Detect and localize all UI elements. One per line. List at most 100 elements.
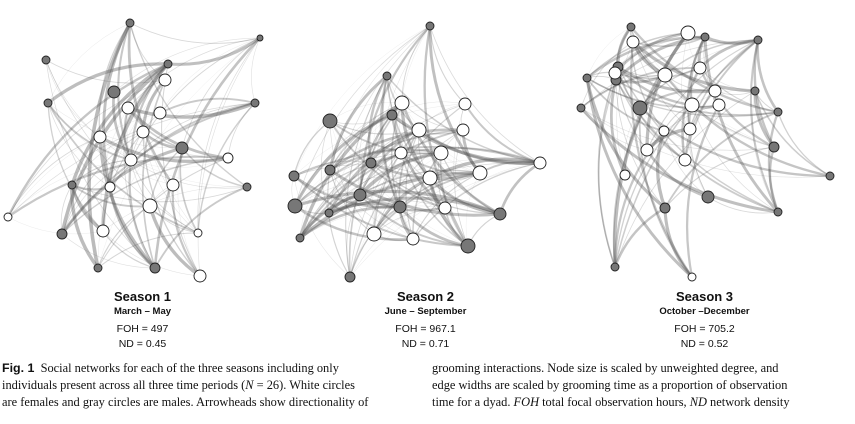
- network-edge: [177, 147, 201, 277]
- network-edge: [6, 62, 169, 218]
- female-node: [96, 224, 110, 238]
- network-edge: [613, 130, 665, 268]
- network-edge: [346, 194, 361, 278]
- network-edge: [399, 172, 481, 208]
- network-edge: [614, 35, 706, 82]
- network-edge: [580, 67, 701, 109]
- male-node: [322, 113, 338, 129]
- network-edge: [349, 129, 420, 278]
- network-edge: [181, 147, 248, 188]
- network-edge: [358, 25, 431, 196]
- network-edge: [630, 26, 779, 114]
- network-edge: [616, 41, 634, 176]
- network-edge: [299, 129, 464, 239]
- female-node: [658, 125, 670, 137]
- female-node: [153, 106, 167, 120]
- network-edge: [299, 129, 420, 239]
- network-edge: [113, 37, 261, 93]
- network-edge: [130, 37, 261, 161]
- network-edge: [681, 32, 709, 198]
- caption-line: total focal observation hours,: [539, 395, 690, 409]
- network-edge: [400, 152, 501, 215]
- network-edge: [329, 148, 442, 171]
- network-edge: [348, 102, 403, 278]
- network-edge: [639, 107, 779, 213]
- network-edge: [358, 129, 420, 196]
- network-edge: [391, 101, 466, 116]
- network-edge: [428, 177, 501, 216]
- network-edge: [294, 152, 442, 207]
- network-edge: [294, 129, 464, 207]
- network-edge: [97, 205, 151, 269]
- network-edge: [102, 159, 132, 232]
- network-edge: [349, 152, 442, 278]
- caption-line: Social networks for each of the three se…: [40, 361, 339, 375]
- network-edge: [580, 39, 759, 109]
- male-node: [163, 59, 173, 69]
- female-node: [626, 35, 640, 49]
- network-edge: [349, 172, 481, 278]
- network-edge: [663, 130, 709, 198]
- caption-line: grooming interactions. Node size is scal…: [432, 361, 779, 375]
- network-edge: [329, 102, 403, 171]
- season-2-months: June – September: [384, 306, 467, 317]
- network-edge: [689, 39, 759, 130]
- network-edge: [646, 39, 759, 151]
- season-1-panel: [0, 0, 285, 290]
- female-node: [683, 122, 697, 136]
- network-edge: [154, 186, 248, 269]
- male-node: [242, 182, 252, 192]
- network-edge: [412, 152, 442, 240]
- caption-nd-abbrev: ND: [689, 395, 707, 409]
- male-node: [41, 55, 51, 65]
- network-edge: [47, 102, 199, 234]
- network-edge: [586, 77, 665, 132]
- network-edge: [698, 67, 775, 148]
- male-node: [149, 262, 161, 274]
- network-edge: [102, 22, 132, 188]
- network-edge: [7, 216, 104, 235]
- network-edge: [358, 151, 442, 197]
- caption-line: individuals present across all three tim…: [2, 378, 246, 392]
- network-edge: [373, 129, 464, 235]
- caption-line: time for a dyad.: [432, 395, 514, 409]
- network-edge: [329, 169, 414, 240]
- network-edge: [102, 230, 201, 277]
- network-edge: [664, 146, 775, 209]
- male-node: [353, 188, 367, 202]
- network-edge: [328, 114, 393, 214]
- male-node: [701, 190, 715, 204]
- network-edge: [359, 158, 541, 196]
- male-node: [582, 73, 592, 83]
- female-node: [93, 130, 107, 144]
- network-edge: [61, 233, 156, 269]
- network-edge: [7, 102, 256, 218]
- network-edge: [631, 40, 756, 93]
- network-edge: [293, 160, 372, 177]
- network-edge: [293, 113, 393, 207]
- network-edge: [685, 104, 720, 278]
- network-edge: [400, 152, 469, 247]
- network-edge: [412, 162, 541, 240]
- network-edge: [329, 120, 446, 209]
- network-edge: [614, 72, 686, 161]
- male-node: [700, 32, 710, 42]
- female-node: [121, 101, 135, 115]
- network-edge: [100, 107, 129, 232]
- network-edge: [689, 128, 709, 198]
- network-edge: [127, 107, 183, 149]
- network-edge: [129, 22, 261, 44]
- network-edge: [399, 25, 431, 154]
- female-node: [657, 67, 673, 83]
- network-edge: [646, 104, 720, 151]
- network-edge: [7, 79, 166, 218]
- network-edge: [61, 131, 144, 235]
- network-edge: [703, 36, 780, 213]
- network-edge: [7, 159, 132, 218]
- network-edge: [429, 25, 466, 105]
- network-edge: [429, 157, 541, 180]
- network-edge: [630, 41, 693, 278]
- network-edge: [130, 159, 199, 234]
- network-edge: [102, 186, 248, 232]
- season-2-title: Season 2: [396, 289, 455, 304]
